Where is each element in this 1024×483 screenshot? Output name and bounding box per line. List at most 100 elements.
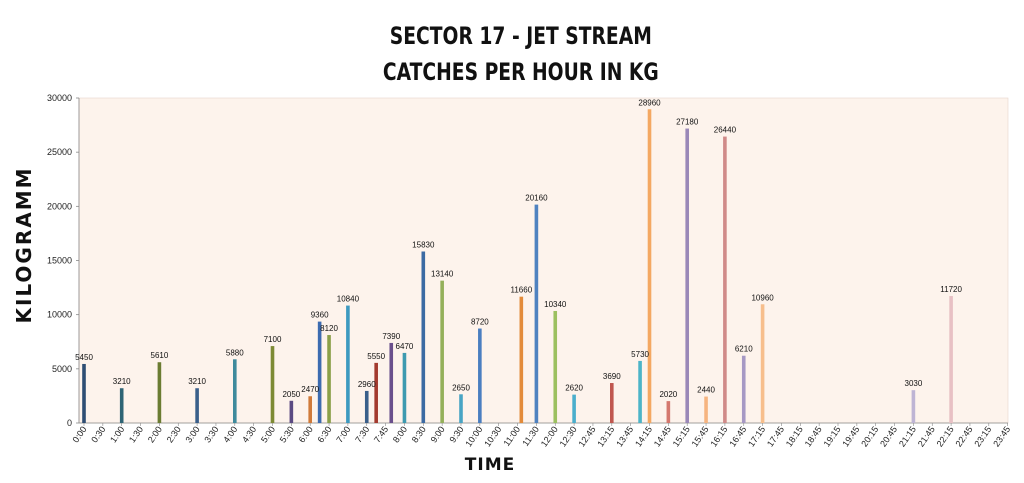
x-tick-label: 8:00 [391,424,409,444]
data-label: 3210 [113,377,131,386]
bar [195,388,199,423]
x-tick-label: 23:45 [991,424,1012,448]
x-tick-label: 18:45 [803,424,824,448]
x-tick-label: 14:15 [633,424,654,448]
x-tick-label: 6:00 [297,424,315,444]
x-tick-label: 21:45 [916,424,937,448]
data-label: 2650 [452,383,470,392]
y-tick-label: 25000 [47,147,72,157]
data-label: 2620 [565,384,583,393]
x-tick-label: 20:45 [878,424,899,448]
y-tick-label: 0 [67,418,72,428]
bar [741,355,746,423]
bar [685,128,689,424]
x-tick-label: 7:45 [372,424,390,444]
x-tick-label: 9:30 [447,424,465,444]
x-tick-label: 0:00 [70,424,88,444]
y-tick-label: 20000 [47,201,72,211]
bar [534,204,539,423]
x-tick-label: 19:15 [822,424,843,448]
x-tick-label: 10:00 [463,424,484,448]
x-tick-label: 8:30 [410,424,428,444]
data-label: 2050 [282,390,300,399]
x-tick-label: 17:15 [746,424,767,448]
bar [440,280,444,423]
data-label: 5880 [226,348,244,357]
bar [389,342,394,423]
x-tick-label: 11:00 [501,424,522,448]
bar [760,304,765,423]
bar [157,362,162,423]
x-tick-label: 22:45 [953,424,974,448]
x-tick-label: 16:45 [727,424,748,448]
data-label: 27180 [676,118,699,127]
x-tick-label: 6:30 [315,424,333,444]
x-tick-label: 17:45 [765,424,786,448]
x-tick-label: 13:15 [595,424,616,448]
y-tick-label: 5000 [52,364,72,374]
data-label: 20160 [525,194,548,203]
x-tick-label: 15:15 [671,424,692,448]
x-tick-label: 9:00 [429,424,447,444]
bar [638,360,642,423]
data-label: 2470 [301,385,319,394]
data-label: 15830 [412,241,435,250]
data-label: 6470 [396,342,414,351]
bar [553,310,558,423]
bar [308,396,312,423]
data-label: 10840 [337,295,360,304]
x-tick-label: 7:00 [334,424,352,444]
bar [459,394,463,423]
data-label: 7100 [264,335,282,344]
bar [374,362,378,423]
bar [911,390,916,423]
data-label: 8720 [471,318,489,327]
data-label: 2960 [358,380,376,389]
x-tick-label: 12:45 [576,424,597,448]
data-label: 11720 [940,285,962,294]
x-axis-label: TIME [464,455,516,475]
data-label: 5610 [151,351,169,360]
bar [572,394,576,423]
bar [704,396,708,423]
x-tick-label: 11:30 [520,424,541,448]
bar [610,383,614,423]
x-tick-label: 2:30 [165,424,183,444]
x-tick-label: 3:00 [183,424,201,444]
bar [519,296,524,423]
y-tick-label: 15000 [47,256,72,266]
bar [949,296,953,423]
x-tick-label: 10:30 [482,424,503,448]
data-label: 8120 [320,324,338,333]
bar [327,335,331,423]
data-label: 7390 [382,332,400,341]
x-tick-label: 19:45 [840,424,861,448]
bar [478,328,482,423]
y-tick-label: 30000 [47,93,72,103]
x-tick-label: 23:15 [972,424,993,448]
bar [119,388,124,423]
bar [270,346,275,423]
bar [82,363,86,423]
x-tick-label: 7:30 [353,424,371,444]
data-label: 2440 [697,386,715,395]
x-tick-label: 12:00 [539,424,560,448]
data-label: 3210 [188,377,206,386]
data-label: 3030 [905,379,923,388]
data-label: 9360 [311,311,329,320]
data-label: 11660 [510,286,532,295]
data-label: 6210 [735,345,753,354]
bar [723,136,727,424]
x-tick-label: 4:00 [221,424,239,444]
data-label: 10340 [544,300,567,309]
x-tick-label: 21:15 [897,424,918,448]
x-tick-label: 18:15 [784,424,805,448]
bar [289,400,294,423]
x-tick-label: 4:30 [240,424,258,444]
x-tick-label: 22:15 [935,424,956,448]
data-label: 10960 [751,293,774,302]
x-tick-label: 12:30 [558,424,579,448]
x-tick-label: 20:15 [859,424,880,448]
y-tick-label: 10000 [47,310,72,320]
